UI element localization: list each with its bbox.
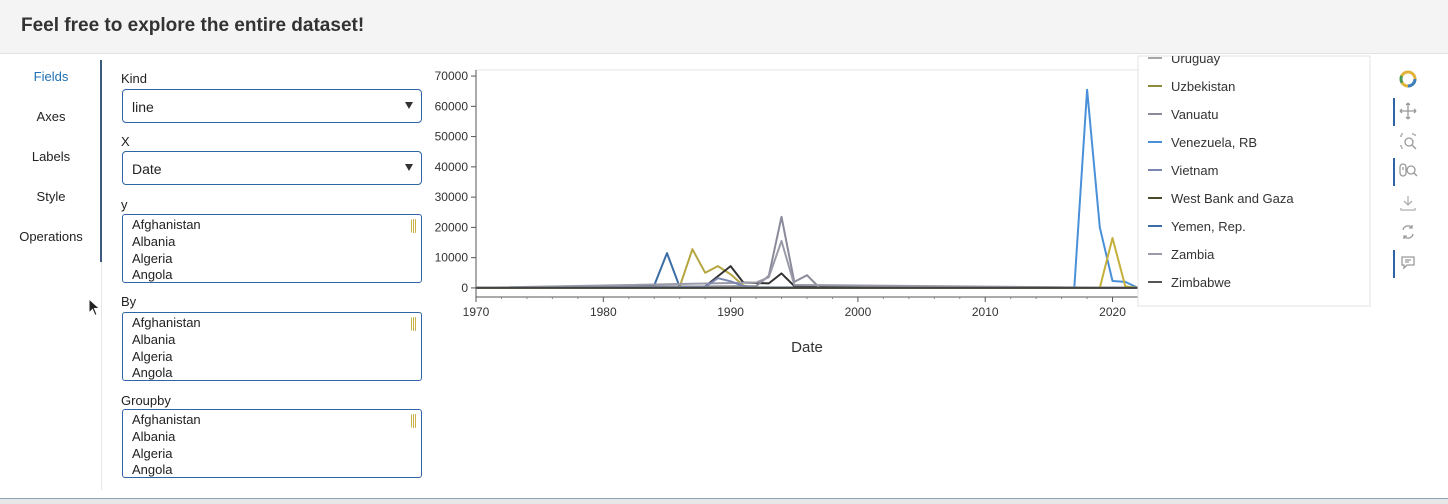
y-option[interactable]: Algeria [132, 251, 173, 266]
y-tick-label: 70000 [435, 69, 469, 83]
series-line-2 [475, 265, 1139, 289]
plot-frame [475, 69, 1139, 298]
legend-label: Uzbekistan [1171, 79, 1235, 94]
panel-divider [101, 262, 102, 490]
groupby-option[interactable]: Angola [132, 462, 173, 477]
reset-icon[interactable] [1397, 221, 1419, 243]
x-label: X [121, 134, 130, 149]
bottom-bar [0, 498, 1448, 504]
legend-label: West Bank and Gaza [1171, 191, 1294, 206]
y-tick-label: 20000 [435, 220, 469, 234]
wheel-zoom-icon[interactable] [1393, 158, 1419, 186]
series-line-5 [475, 277, 1138, 289]
groupby-option[interactable]: Algeria [132, 446, 173, 461]
chevron-down-icon [405, 102, 413, 109]
tab-operations[interactable]: Operations [19, 229, 83, 244]
hover-icon[interactable] [1393, 250, 1419, 278]
y-option[interactable]: Albania [132, 234, 176, 249]
x-tick-label: 1990 [717, 305, 744, 319]
y-tick-label: 30000 [435, 190, 469, 204]
y-tick-label: 40000 [435, 160, 469, 174]
mouse-cursor-icon [88, 297, 102, 323]
series-line-0 [475, 252, 1139, 289]
legend-label: Vanuatu [1171, 107, 1218, 122]
resize-grip-icon[interactable] [411, 317, 417, 331]
x-tick-label: 2020 [1099, 305, 1126, 319]
tab-labels[interactable]: Labels [31, 149, 71, 164]
series-line-4 [475, 240, 1139, 289]
series-line-1 [475, 248, 1138, 289]
by-option[interactable]: Algeria [132, 349, 173, 364]
groupby-multiselect[interactable]: Afghanistan Albania Algeria Angola [122, 409, 422, 478]
x-tick-label: 2000 [845, 305, 872, 319]
kind-select-value: line [132, 99, 154, 115]
by-multiselect[interactable]: Afghanistan Albania Algeria Angola [122, 312, 422, 381]
resize-grip-icon[interactable] [411, 219, 417, 233]
y-tick-label: 10000 [435, 251, 469, 265]
tab-axes[interactable]: Axes [36, 109, 66, 124]
legend-label: Venezuela, RB [1171, 135, 1257, 150]
series-layer [475, 88, 1139, 289]
y-option[interactable]: Angola [132, 267, 173, 282]
y-label: y [121, 197, 128, 212]
y-multiselect[interactable]: Afghanistan Albania Algeria Angola [122, 214, 422, 283]
y-option[interactable]: Afghanistan [132, 217, 201, 232]
legend-label: Vietnam [1171, 163, 1218, 178]
by-label: By [121, 294, 137, 309]
y-tick-label: 50000 [435, 130, 469, 144]
axes-layer: 70000 60000 50000 40000 30000 20000 10000 0 1970… [435, 69, 1138, 319]
x-tick-label: 1980 [590, 305, 617, 319]
pan-icon[interactable] [1393, 98, 1419, 126]
tab-fields[interactable]: Fields [33, 69, 69, 84]
x-tick-label: 1970 [463, 305, 490, 319]
kind-select[interactable]: line [122, 89, 422, 123]
x-tick-label: 2010 [972, 305, 999, 319]
save-icon[interactable] [1397, 192, 1419, 214]
by-option[interactable]: Angola [132, 365, 173, 380]
y-tick-label: 60000 [435, 99, 469, 113]
chevron-down-icon [405, 164, 413, 171]
legend-box [1137, 55, 1371, 307]
x-axis-label: Date [791, 339, 823, 356]
header-bar: Feel free to explore the entire dataset! [0, 0, 1448, 54]
y-tick-label: 0 [461, 281, 468, 295]
series-line-6 [476, 88, 1139, 289]
legend-label: Yemen, Rep. [1171, 219, 1246, 234]
by-option[interactable]: Afghanistan [132, 315, 201, 330]
legend-label: Zambia [1171, 247, 1215, 262]
x-select[interactable]: Date [122, 151, 422, 185]
page-title: Feel free to explore the entire dataset! [21, 15, 365, 36]
by-option[interactable]: Albania [132, 332, 176, 347]
legend-label: Zimbabwe [1171, 275, 1231, 290]
box-zoom-icon[interactable] [1397, 130, 1419, 152]
series-line-3 [475, 215, 1138, 289]
groupby-option[interactable]: Albania [132, 429, 176, 444]
tab-style[interactable]: Style [36, 189, 66, 204]
tab-list: Fields Axes Labels Style Operations [0, 60, 102, 262]
x-select-value: Date [132, 161, 162, 177]
groupby-label: Groupby [121, 393, 171, 408]
kind-label: Kind [121, 71, 148, 86]
series-line-7 [476, 237, 1139, 289]
bokeh-logo-icon[interactable] [1397, 68, 1419, 90]
resize-grip-icon[interactable] [411, 414, 417, 428]
groupby-option[interactable]: Afghanistan [132, 412, 201, 427]
